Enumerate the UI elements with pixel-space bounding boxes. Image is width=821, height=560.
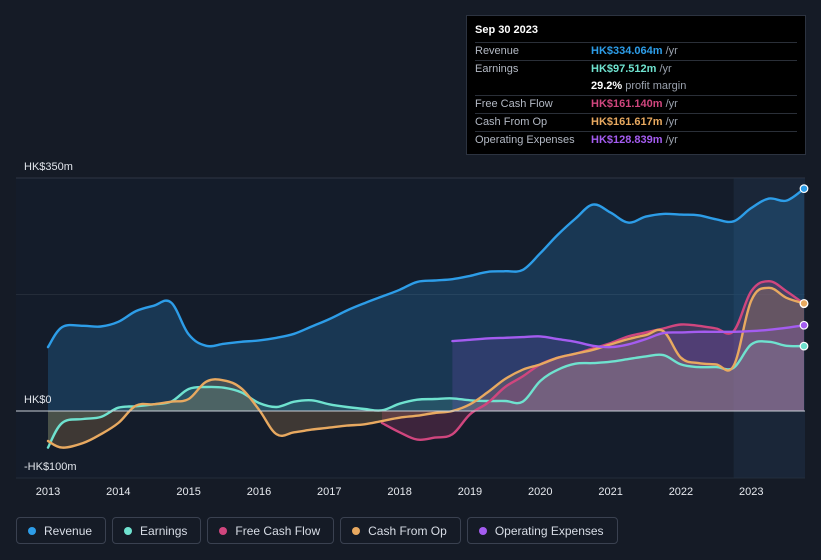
tooltip-unit: /yr bbox=[665, 98, 678, 110]
legend-label: Earnings bbox=[140, 523, 188, 538]
tooltip-value: HK$334.064m bbox=[591, 45, 663, 57]
legend: Revenue Earnings Free Cash Flow Cash Fro… bbox=[16, 517, 618, 544]
end-dot-revenue bbox=[799, 184, 809, 194]
legend-item-earnings[interactable]: Earnings bbox=[112, 517, 202, 544]
legend-item-revenue[interactable]: Revenue bbox=[16, 517, 107, 544]
line-layer bbox=[16, 187, 806, 449]
tooltip-unit: /yr bbox=[665, 116, 678, 128]
area-layer bbox=[48, 188, 804, 448]
x-tick-label: 2018 bbox=[387, 486, 411, 498]
x-axis-ticks: 2013 2014 2015 2016 2017 2018 2019 2020 2021 2022… bbox=[36, 486, 764, 498]
end-dot-layer bbox=[799, 184, 809, 351]
legend-label: Operating Expenses bbox=[494, 523, 604, 538]
tooltip-row-operating-expenses: Operating Expenses HK$128.839m /yr bbox=[475, 131, 797, 149]
x-tick-label: 2016 bbox=[247, 486, 271, 498]
tooltip-value: HK$97.512m bbox=[591, 63, 657, 75]
x-tick-label: 2013 bbox=[36, 486, 60, 498]
end-dot-cfo bbox=[799, 299, 809, 308]
line-cfo bbox=[46, 286, 806, 449]
end-dot-opex bbox=[799, 320, 809, 330]
legend-dot-icon bbox=[124, 526, 133, 535]
legend-dot-icon bbox=[219, 526, 228, 535]
area-revenue bbox=[48, 188, 804, 411]
legend-dot-icon bbox=[28, 526, 36, 535]
legend-dot-icon bbox=[352, 526, 361, 535]
x-tick-label: 2022 bbox=[669, 486, 693, 498]
legend-dot-icon bbox=[478, 526, 487, 535]
y-axis-label-top: HK$350m bbox=[24, 161, 73, 173]
tooltip-label bbox=[475, 78, 591, 95]
tooltip-value: HK$161.140m bbox=[591, 98, 663, 110]
tooltip-label: Revenue bbox=[475, 45, 520, 57]
x-tick-label: 2014 bbox=[106, 486, 130, 498]
line-opex bbox=[451, 324, 806, 349]
tooltip-row-revenue: Revenue HK$334.064m /yr bbox=[475, 42, 797, 60]
tooltip-value: 29.2% bbox=[591, 80, 623, 92]
x-tick-label: 2017 bbox=[317, 486, 341, 498]
end-dot-earnings bbox=[799, 341, 809, 351]
tooltip-label: Free Cash Flow bbox=[475, 98, 553, 110]
tooltip-row-earnings: Earnings HK$97.512m /yr bbox=[475, 60, 797, 78]
tooltip-row-profit-margin: 29.2% profit margin bbox=[475, 78, 797, 95]
legend-item-free-cash-flow[interactable]: Free Cash Flow bbox=[207, 517, 335, 544]
tooltip-row-cash-from-op: Cash From Op HK$161.617m /yr bbox=[475, 113, 797, 131]
x-tick-label: 2015 bbox=[176, 486, 200, 498]
x-tick-label: 2021 bbox=[598, 486, 622, 498]
legend-item-cash-from-op[interactable]: Cash From Op bbox=[340, 517, 461, 544]
tooltip-row-free-cash-flow: Free Cash Flow HK$161.140m /yr bbox=[475, 95, 797, 113]
area-fcf bbox=[382, 281, 804, 440]
tooltip-value: HK$161.617m bbox=[591, 116, 663, 128]
x-tick-label: 2019 bbox=[458, 486, 482, 498]
tooltip-label: Cash From Op bbox=[475, 116, 548, 128]
tooltip-label: Operating Expenses bbox=[475, 134, 575, 146]
tooltip-unit: /yr bbox=[659, 63, 672, 75]
area-earnings bbox=[48, 341, 804, 448]
y-axis-label-zero: HK$0 bbox=[24, 394, 52, 406]
y-axis-label-bottom: -HK$100m bbox=[24, 461, 77, 473]
legend-label: Cash From Op bbox=[368, 523, 447, 538]
legend-label: Revenue bbox=[44, 523, 93, 538]
x-tick-label: 2023 bbox=[739, 486, 763, 498]
tooltip-extra: profit margin bbox=[625, 80, 687, 92]
plot-background bbox=[16, 178, 805, 478]
x-tick-label: 2020 bbox=[528, 486, 552, 498]
legend-item-operating-expenses[interactable]: Operating Expenses bbox=[466, 517, 618, 544]
tooltip-unit: /yr bbox=[665, 45, 678, 57]
area-cfo bbox=[48, 287, 804, 448]
line-revenue bbox=[46, 187, 806, 349]
tooltip-label: Earnings bbox=[475, 63, 519, 75]
tooltip-date: Sep 30 2023 bbox=[475, 24, 538, 36]
area-opex bbox=[452, 325, 804, 411]
grid-layer bbox=[16, 177, 805, 479]
tooltip-value: HK$128.839m bbox=[591, 134, 663, 146]
tooltip-panel: Sep 30 2023 Revenue HK$334.064m /yr Earn… bbox=[466, 15, 806, 155]
legend-label: Free Cash Flow bbox=[235, 523, 321, 538]
tooltip-unit: /yr bbox=[665, 134, 678, 146]
